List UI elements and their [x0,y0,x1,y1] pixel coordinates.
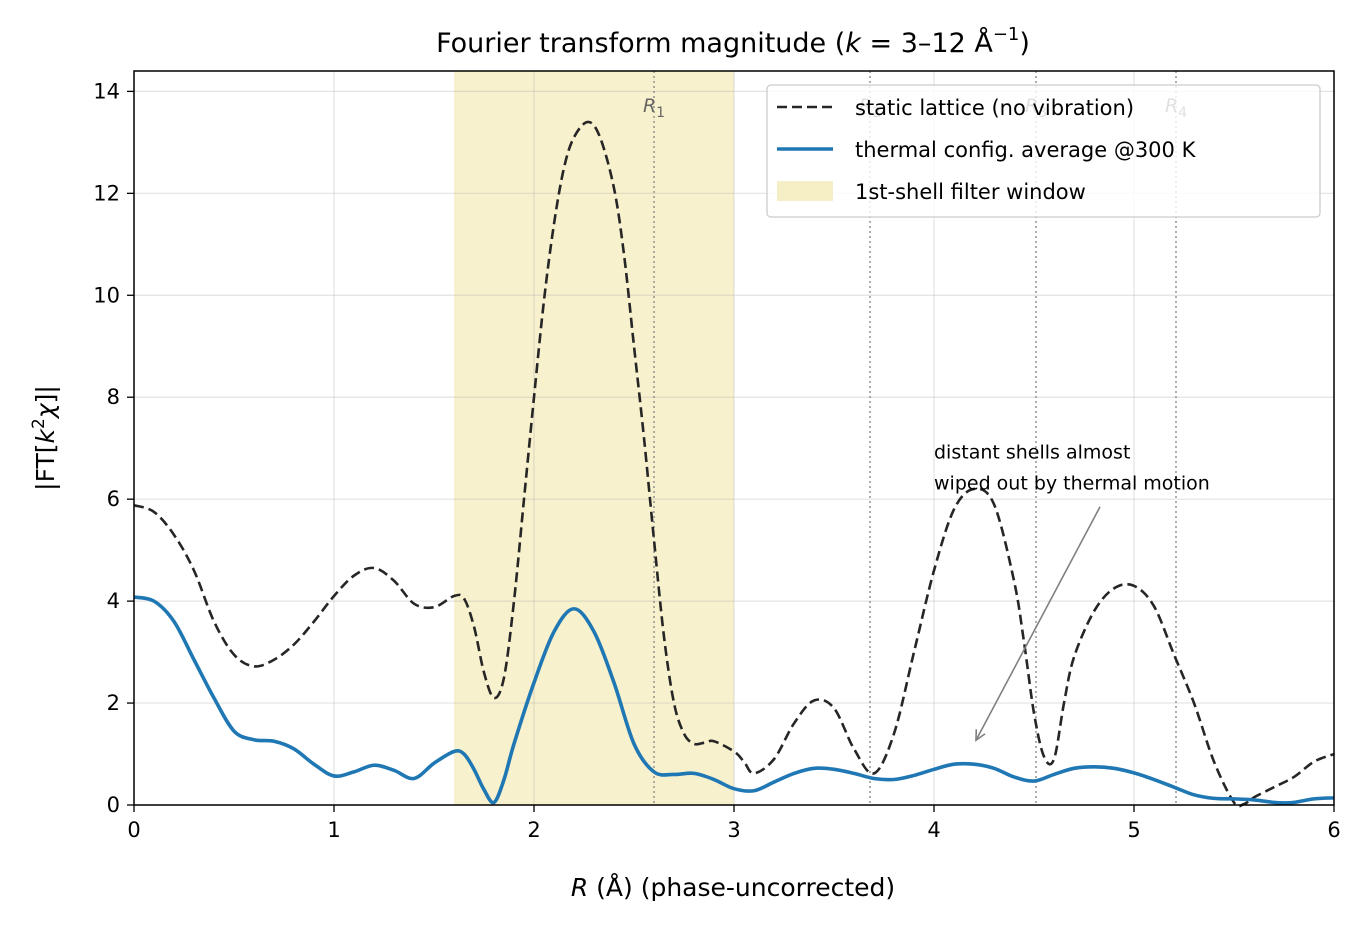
y-tick-label: 6 [107,487,120,511]
legend: static lattice (no vibration) thermal con… [766,84,1321,218]
annotation-text: wiped out by thermal motion [934,472,1210,494]
filter-window-layer [454,71,734,805]
legend-label: thermal config. average @300 K [855,138,1197,162]
legend-swatch [777,181,833,201]
y-axis-label: |FT[k2χ]| [29,385,60,491]
annotation-text: distant shells almost [934,441,1130,463]
legend-label: 1st-shell filter window [855,180,1086,204]
filter-window-band [454,71,734,805]
chart-title: Fourier transform magnitude (k = 3–12 Å−… [436,24,1030,59]
static-lattice-line [133,120,1335,808]
x-tick-label: 0 [127,818,140,842]
y-tick-label: 0 [107,793,120,817]
y-tick-label: 10 [93,283,120,307]
y-axis-ticks: 0 2 4 6 8 10 12 14 [93,79,134,817]
thermal-average-line [133,595,1335,805]
annotation: distant shells almost wiped out by therma… [934,441,1210,740]
x-tick-label: 4 [927,818,940,842]
x-tick-label: 3 [727,818,740,842]
y-tick-label: 12 [93,181,120,205]
x-tick-label: 2 [527,818,540,842]
x-axis-ticks: 0 1 2 3 4 5 6 [127,805,1341,842]
shell-marker-label: R1 [643,95,665,121]
x-axis-label: R (Å) (phase-uncorrected) [571,873,895,902]
y-tick-label: 14 [93,79,120,103]
y-tick-label: 8 [107,385,120,409]
series-lines [133,120,1335,808]
y-tick-label: 2 [107,691,120,715]
x-tick-label: 6 [1327,818,1340,842]
x-tick-label: 1 [327,818,340,842]
legend-box [766,84,1321,218]
annotation-arrow [976,506,1101,740]
y-tick-label: 4 [107,589,120,613]
legend-label: static lattice (no vibration) [855,96,1134,120]
x-tick-label: 5 [1127,818,1140,842]
